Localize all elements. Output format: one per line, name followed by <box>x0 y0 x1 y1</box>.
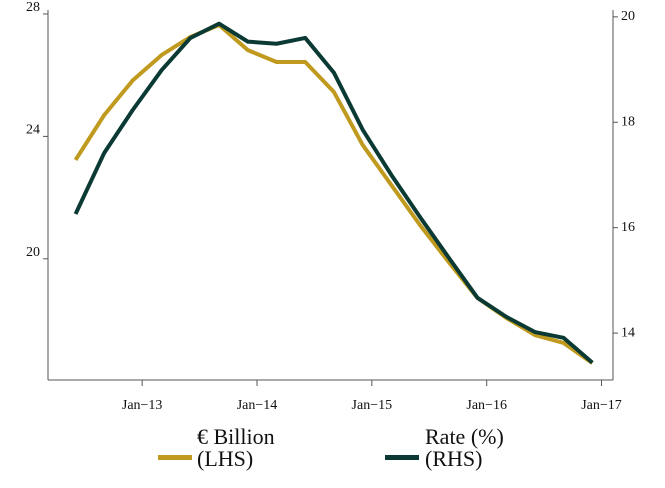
x-tick-label: Jan−16 <box>466 398 507 413</box>
chart: 20 24 28 14 16 18 20 Jan−13 Jan−14 Jan−15 Jan−16 Ja… <box>26 0 635 413</box>
y-tick-label: 20 <box>26 245 40 260</box>
y-tick-label: 28 <box>26 0 40 15</box>
y2-tick-label: 16 <box>621 220 635 235</box>
x-tick-label: Jan−17 <box>581 398 622 413</box>
legend-swatch <box>385 455 419 460</box>
y2-tick-label: 20 <box>621 9 635 24</box>
series-line <box>73 21 594 365</box>
y2-tick-label: 14 <box>621 325 635 340</box>
legend-swatch <box>158 455 192 460</box>
x-tick-label: Jan−15 <box>352 398 393 413</box>
y2-tick-label: 18 <box>621 114 635 129</box>
legend-label: Rate (%) (RHS) <box>425 424 504 471</box>
legend-label: € Billion (LHS) <box>197 424 275 471</box>
y-tick-label: 24 <box>26 123 40 138</box>
x-tick-label: Jan−13 <box>122 398 163 413</box>
x-tick-label: Jan−14 <box>237 398 278 413</box>
